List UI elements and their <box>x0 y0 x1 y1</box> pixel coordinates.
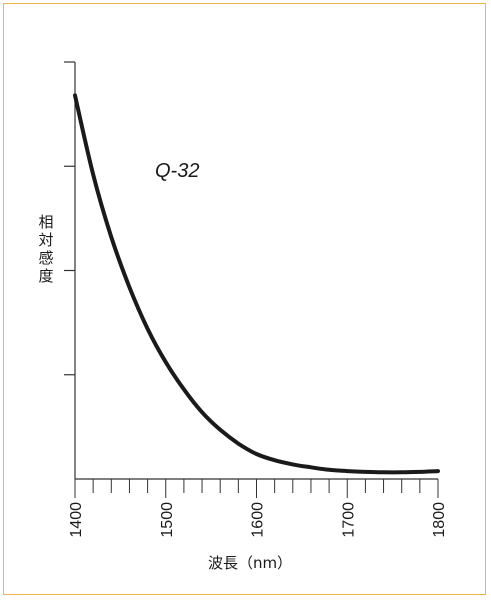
x-tick-labels: 1400 1500 1600 1700 1800 <box>68 502 448 538</box>
x-ticks <box>74 479 439 498</box>
x-tick-label: 1700 <box>340 502 357 538</box>
curve-label: Q-32 <box>155 160 199 182</box>
axes <box>74 62 438 480</box>
series-line <box>73 93 440 475</box>
y-axis-title-char: 度 <box>38 267 53 285</box>
x-tick-label: 1800 <box>431 502 448 538</box>
x-tick-label: 1500 <box>159 502 176 538</box>
chart-frame <box>3 3 486 595</box>
x-axis-title: 波長（nm） <box>208 554 292 572</box>
y-axis-title-char: 相 <box>38 213 53 231</box>
y-ticks <box>64 61 75 376</box>
y-axis-title-char: 感 <box>38 249 53 267</box>
x-tick-label: 1600 <box>250 502 267 538</box>
x-tick-label: 1400 <box>68 502 85 538</box>
y-axis-title-char: 対 <box>38 231 53 249</box>
